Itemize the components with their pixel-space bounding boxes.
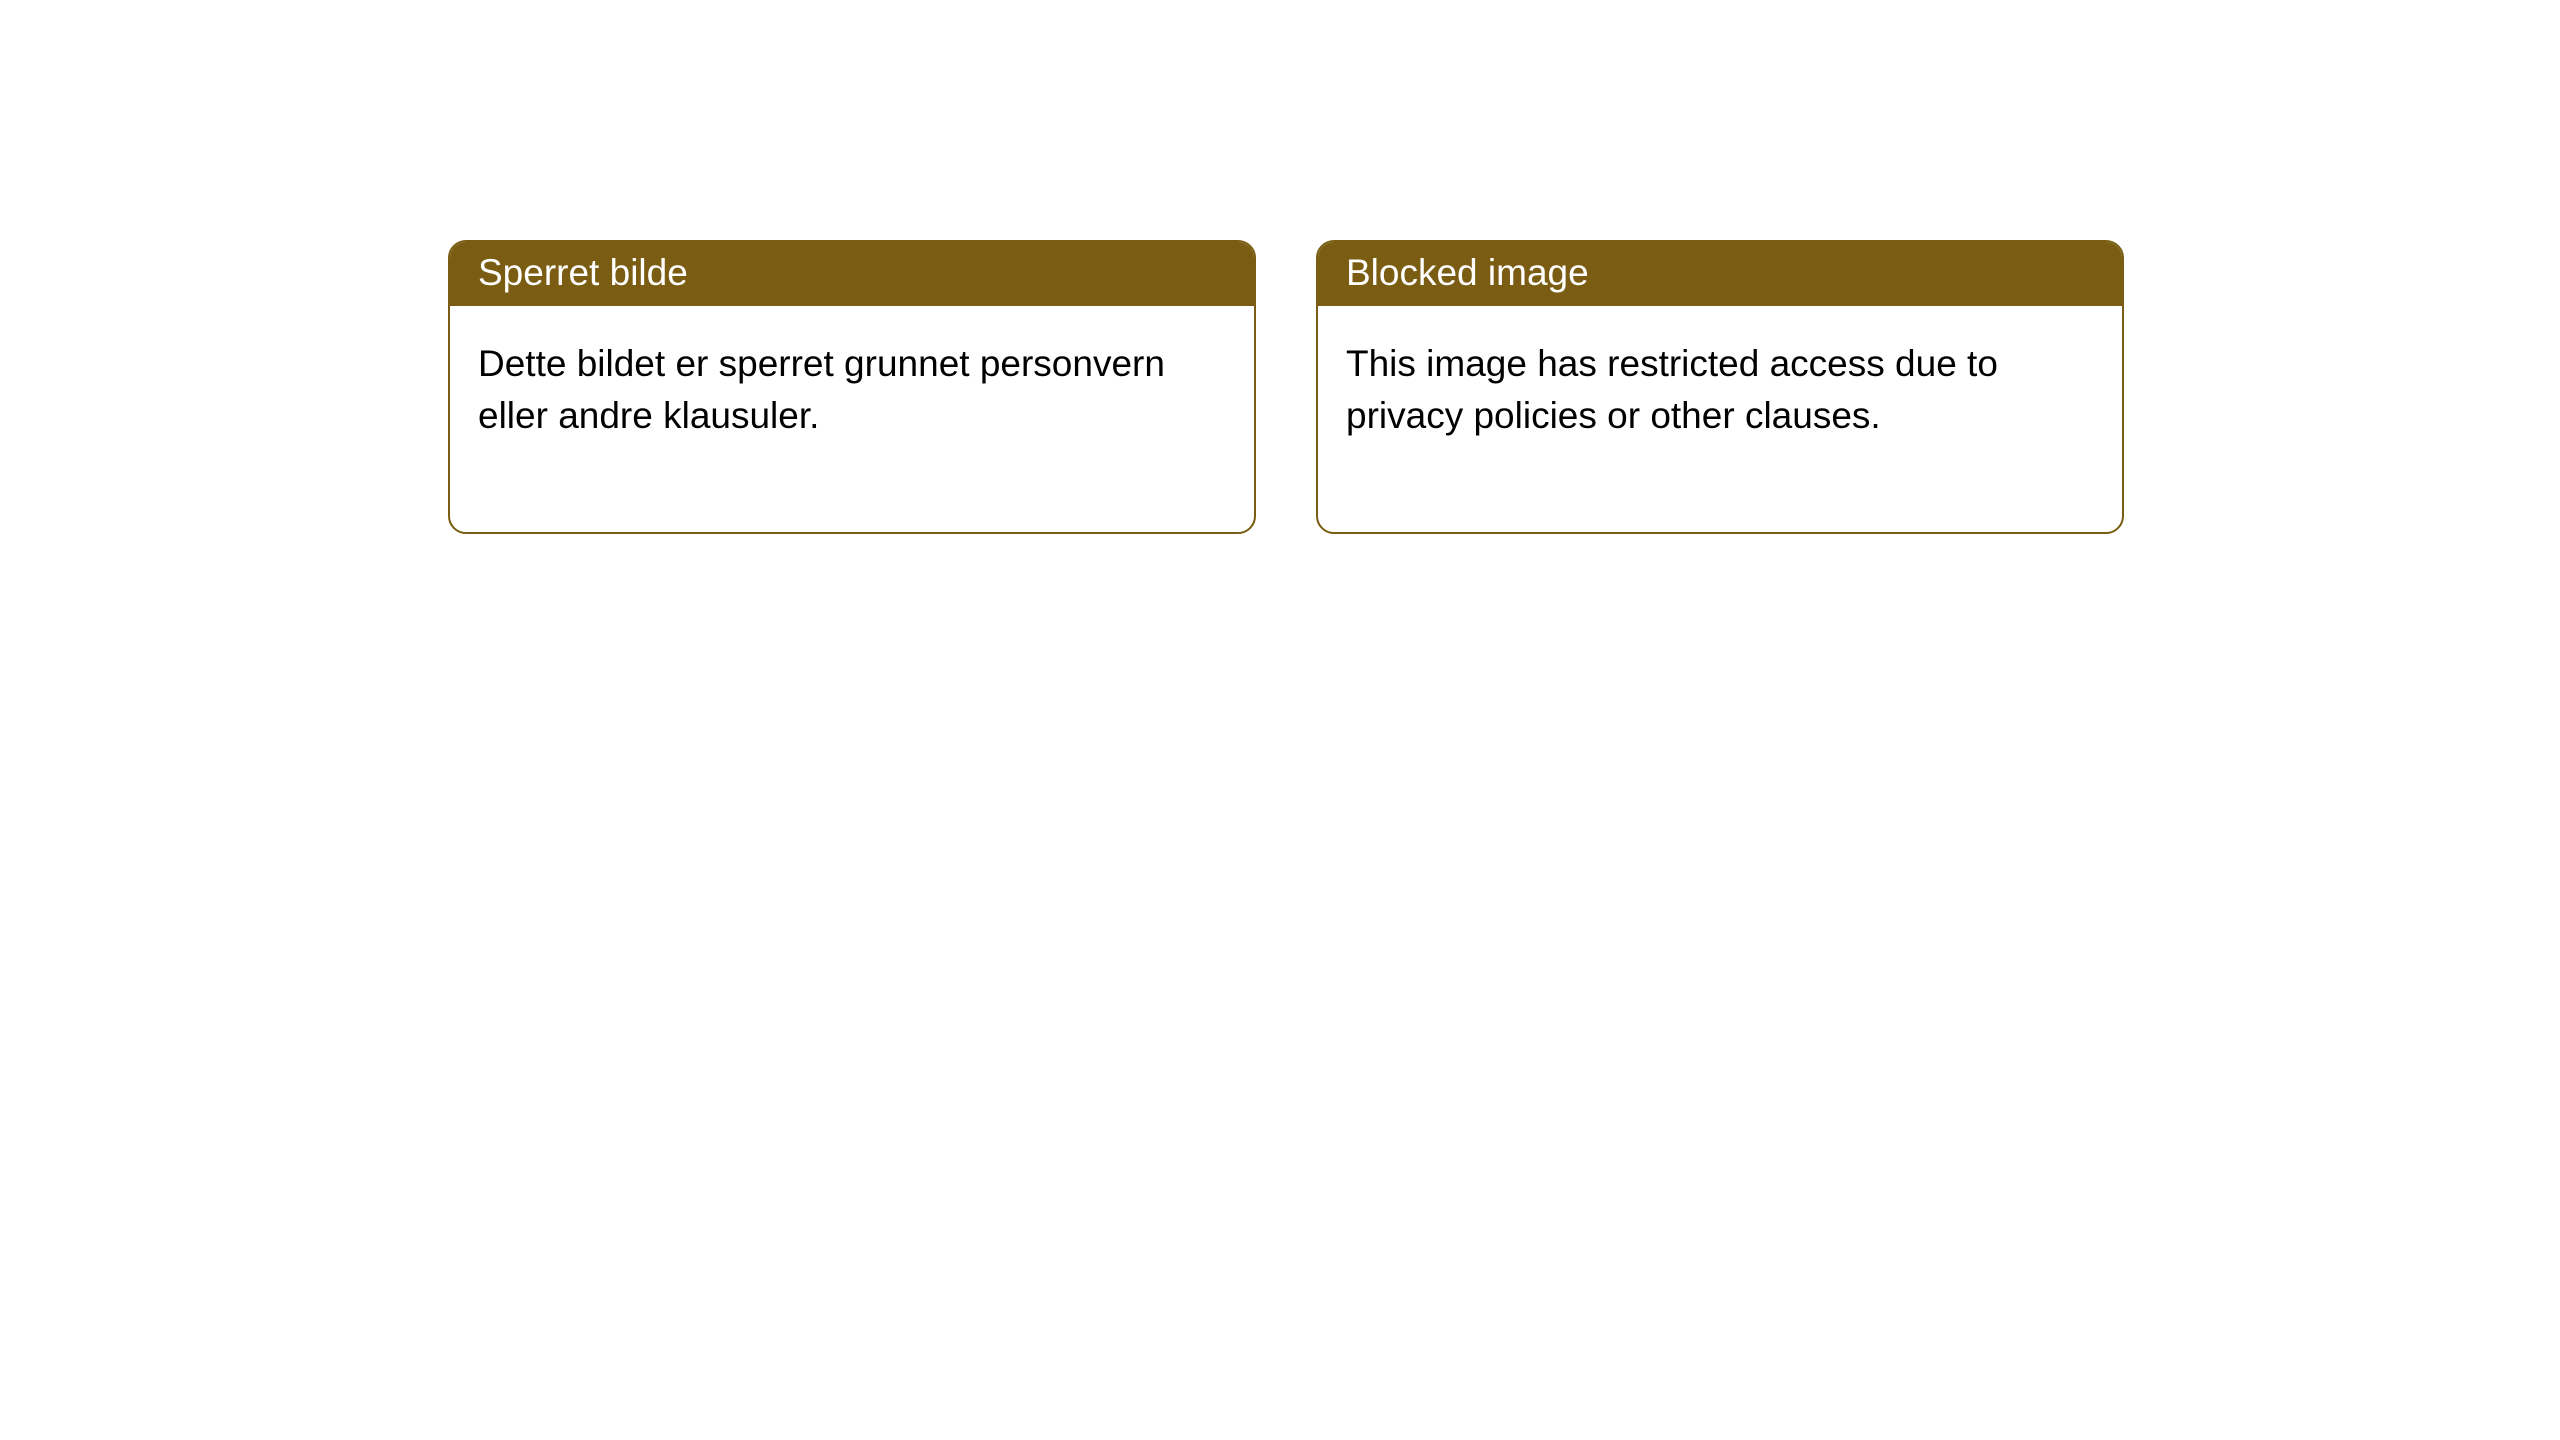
notice-card-no: Sperret bilde Dette bildet er sperret gr… xyxy=(448,240,1256,534)
notice-title-no: Sperret bilde xyxy=(450,242,1254,306)
notice-card-en: Blocked image This image has restricted … xyxy=(1316,240,2124,534)
notice-body-en: This image has restricted access due to … xyxy=(1318,306,2122,532)
notice-body-no: Dette bildet er sperret grunnet personve… xyxy=(450,306,1254,532)
notice-title-en: Blocked image xyxy=(1318,242,2122,306)
notice-container: Sperret bilde Dette bildet er sperret gr… xyxy=(0,0,2560,534)
